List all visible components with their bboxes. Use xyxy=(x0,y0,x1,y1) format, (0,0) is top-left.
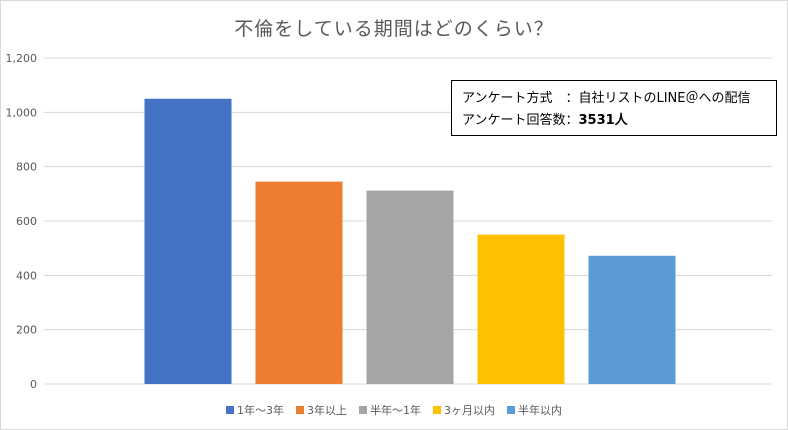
legend-label: 半年以内 xyxy=(518,404,562,417)
survey-annotation-box: アンケート方式 ：自社リストのLINE＠への配信 アンケート回答数：3531人 xyxy=(451,80,777,136)
y-tick-label: 800 xyxy=(16,161,37,174)
chart-legend: 1年～3年 3年以上 半年～1年 3ヶ月以内 半年以内 xyxy=(0,402,788,418)
bar-1 xyxy=(144,98,232,384)
y-tick-label: 200 xyxy=(16,324,37,337)
legend-label: 3ヶ月以内 xyxy=(444,404,495,417)
legend-item: 半年～1年 xyxy=(359,402,421,418)
y-axis-ticks: 0 200 400 600 800 1,000 1,200 xyxy=(6,52,38,391)
y-tick-label: 400 xyxy=(16,269,37,282)
legend-label: 3年以上 xyxy=(307,404,347,417)
bar-3 xyxy=(366,190,454,384)
bar-2 xyxy=(255,181,343,384)
legend-item: 3ヶ月以内 xyxy=(433,402,495,418)
legend-item: 半年以内 xyxy=(507,402,562,418)
legend-item: 1年～3年 xyxy=(226,402,284,418)
y-tick-label: 1,200 xyxy=(6,52,38,65)
survey-count-label: アンケート回答数： xyxy=(462,113,579,128)
legend-swatch xyxy=(226,406,234,414)
legend-swatch xyxy=(507,406,515,414)
legend-swatch xyxy=(296,406,304,414)
bar-4 xyxy=(477,234,565,384)
chart-title: 不倫をしている期間はどのくらい？ xyxy=(234,18,554,40)
bars xyxy=(144,98,676,384)
legend-item: 3年以上 xyxy=(296,402,347,418)
legend-swatch xyxy=(359,406,367,414)
legend-label: 1年～3年 xyxy=(237,404,284,417)
survey-method-text: アンケート方式 ：自社リストのLINE＠への配信 xyxy=(462,91,751,106)
legend-label: 半年～1年 xyxy=(370,404,421,417)
y-tick-label: 600 xyxy=(16,215,37,228)
y-tick-label: 0 xyxy=(30,378,37,391)
survey-count-value: 3531人 xyxy=(578,113,628,128)
legend-swatch xyxy=(433,406,441,414)
survey-count-line: アンケート回答数：3531人 xyxy=(462,110,776,132)
y-tick-label: 1,000 xyxy=(6,106,38,119)
bar-5 xyxy=(588,255,676,384)
